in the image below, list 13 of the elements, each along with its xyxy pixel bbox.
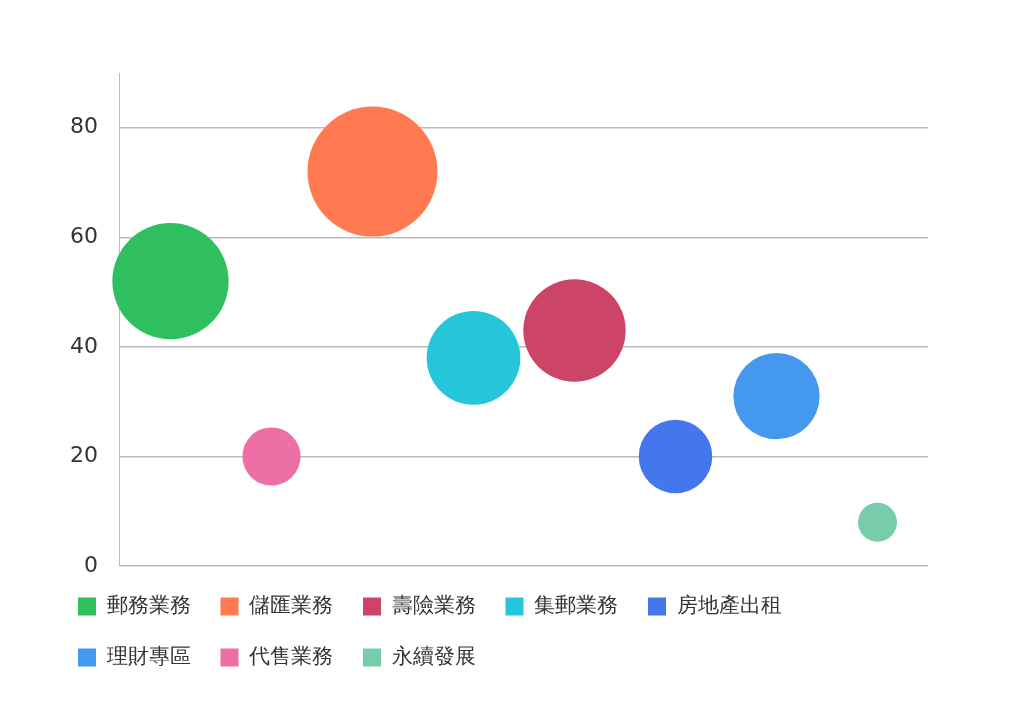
legend-label: 理財專區 [106,643,191,668]
legend-label: 壽險業務 [391,592,476,617]
y-tick-label: 20 [69,442,98,468]
legend-label: 集郵業務 [534,592,618,617]
legend-label: 代售業務 [248,643,333,668]
y-tick-label: 0 [83,551,98,577]
legend-label: 房地產出租 [676,592,782,617]
legend-label: 儲匯業務 [249,592,333,617]
legend-label: 郵務業務 [106,592,191,617]
y-tick-label: 80 [69,113,98,139]
y-tick-label: 40 [69,332,98,358]
y-tick-label: 60 [69,223,98,249]
legend-label: 永續發展 [391,643,476,668]
